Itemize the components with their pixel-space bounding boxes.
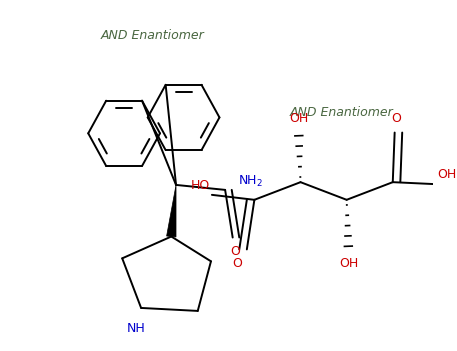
Text: AND Enantiomer: AND Enantiomer — [101, 29, 204, 42]
Polygon shape — [167, 185, 176, 237]
Text: O: O — [233, 257, 242, 270]
Text: NH: NH — [127, 322, 146, 335]
Text: NH$_2$: NH$_2$ — [239, 174, 263, 190]
Text: OH: OH — [289, 112, 308, 125]
Text: AND Enantiomer: AND Enantiomer — [289, 106, 393, 119]
Text: OH: OH — [339, 257, 358, 270]
Text: O: O — [231, 245, 240, 258]
Text: HO: HO — [191, 179, 210, 192]
Text: O: O — [392, 112, 402, 125]
Text: OH: OH — [437, 168, 457, 181]
